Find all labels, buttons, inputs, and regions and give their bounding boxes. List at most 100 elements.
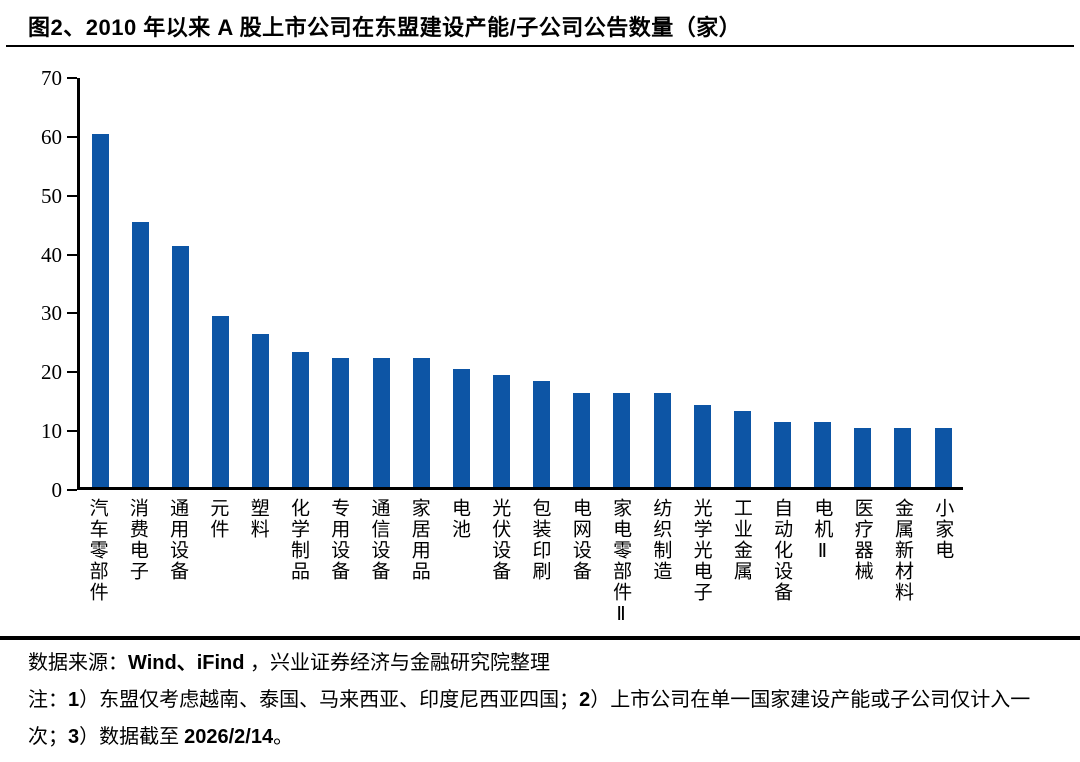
bar-slot (522, 381, 562, 487)
y-tick-label: 60 (41, 124, 62, 149)
bar-slot (642, 392, 682, 487)
category-slot: 光学光电子 (681, 498, 721, 638)
y-tick-mark (67, 371, 77, 374)
note-text-segment: ）上市公司在单一国家建设产能或子公司仅计入一次； (28, 689, 1031, 748)
bar (693, 404, 711, 487)
category-slot: 自动化设备 (762, 498, 802, 638)
note-text-segment: 2026/2/14 (184, 726, 274, 748)
bar-slot (883, 428, 923, 487)
y-tick-mark (67, 77, 77, 79)
figure-title: 图2、2010 年以来 A 股上市公司在东盟建设产能/子公司公告数量（家） (28, 15, 742, 40)
note-text-segment: ）数据截至 (79, 726, 185, 748)
bar (573, 392, 591, 487)
category-label: 医疗器械 (851, 498, 873, 582)
bar-slot (361, 357, 401, 487)
bar (452, 369, 470, 487)
bar (934, 428, 952, 487)
bar (773, 422, 791, 487)
note-text-segment: 。 (273, 726, 294, 748)
note-text-segment: 3 (68, 726, 80, 748)
y-tick-label: 50 (41, 183, 62, 208)
bar-slot (562, 392, 602, 487)
bar-slot (762, 422, 802, 487)
bar (131, 222, 149, 487)
bar-slot (401, 357, 441, 487)
bar-chart: 0 10 20 30 40 50 60 70 汽车零部件 消费电子 通用设备 元件 塑料 化学制品 专用设… (41, 66, 963, 638)
title-separator (6, 45, 1074, 47)
category-label: 化学制品 (287, 498, 309, 582)
category-slot: 金属新材料 (882, 498, 922, 638)
y-tick-label: 40 (41, 242, 62, 267)
bar (211, 316, 229, 487)
category-slot: 家居用品 (399, 498, 439, 638)
bar-slot (602, 392, 642, 487)
bar-slot (241, 334, 281, 487)
bar-slot (120, 222, 160, 487)
bar-slot (481, 375, 521, 487)
bar (252, 334, 270, 487)
category-slot: 通用设备 (158, 498, 198, 638)
figure-footer: 数据来源：Wind、iFind ，兴业证券经济与金融研究院整理 注：1）东盟仅考… (28, 645, 1054, 756)
bar (492, 375, 510, 487)
bar (412, 357, 430, 487)
note-text-segment: 1 (68, 689, 80, 711)
category-slot: 电池 (439, 498, 479, 638)
x-axis-labels: 汽车零部件 消费电子 通用设备 元件 塑料 化学制品 专用设备 通信设备 家居用品 电池 光伏设备包… (77, 498, 963, 638)
category-label: 家居用品 (408, 498, 430, 582)
y-tick-mark (67, 430, 77, 433)
category-label: 光学光电子 (690, 498, 712, 603)
category-label: 工业金属 (730, 498, 752, 582)
note-text-segment: ）东盟仅考虑越南、泰国、马来西亚、印度尼西亚四国； (79, 689, 580, 711)
category-slot: 元件 (198, 498, 238, 638)
bar (332, 357, 350, 487)
category-label: 消费电子 (126, 498, 148, 582)
bar (854, 428, 872, 487)
bar-slot (441, 369, 481, 487)
source-text-segment: 数据来源： (28, 652, 128, 674)
category-slot: 纺织制造 (641, 498, 681, 638)
category-slot: 工业金属 (721, 498, 761, 638)
category-slot: 专用设备 (319, 498, 359, 638)
y-tick-mark (67, 489, 77, 491)
category-label: 通用设备 (167, 498, 189, 582)
category-slot: 塑料 (238, 498, 278, 638)
y-tick-label: 20 (41, 360, 62, 385)
bar (814, 422, 832, 487)
bar-slot (321, 357, 361, 487)
category-label: 家电零部件Ⅱ (610, 498, 632, 627)
category-label: 光伏设备 (489, 498, 511, 582)
bar-slot (682, 404, 722, 487)
bar (372, 357, 390, 487)
note-text-segment: 2 (579, 689, 591, 711)
y-tick-label: 30 (41, 301, 62, 326)
bar-slot (200, 316, 240, 487)
category-label: 通信设备 (368, 498, 390, 582)
bar-slot (923, 428, 963, 487)
category-label: 电网设备 (569, 498, 591, 582)
source-text-segment: ，兴业证券经济与金融研究院整理 (250, 652, 551, 674)
bar (91, 133, 109, 487)
category-slot: 汽车零部件 (77, 498, 117, 638)
y-tick-mark (67, 253, 77, 256)
source-text-segment: Wind、iFind (128, 652, 251, 674)
category-slot: 消费电子 (117, 498, 157, 638)
bar-slot (803, 422, 843, 487)
category-slot: 医疗器械 (842, 498, 882, 638)
y-tick-label: 70 (41, 66, 62, 90)
category-label: 电机Ⅱ (811, 498, 833, 564)
data-source-line: 数据来源：Wind、iFind ，兴业证券经济与金融研究院整理 (28, 645, 1054, 682)
category-label: 金属新材料 (891, 498, 913, 603)
category-label: 小家电 (932, 498, 954, 561)
bar-slot (80, 133, 120, 487)
footer-separator (0, 636, 1080, 640)
y-tick-mark (67, 312, 77, 315)
category-label: 汽车零部件 (86, 498, 108, 603)
bar (292, 351, 310, 487)
category-label: 塑料 (247, 498, 269, 540)
category-slot: 化学制品 (278, 498, 318, 638)
category-slot: 光伏设备 (480, 498, 520, 638)
category-label: 包装印刷 (529, 498, 551, 582)
figure-note-line: 注：1）东盟仅考虑越南、泰国、马来西亚、印度尼西亚四国；2）上市公司在单一国家建… (28, 682, 1054, 756)
bar-slot (281, 351, 321, 487)
